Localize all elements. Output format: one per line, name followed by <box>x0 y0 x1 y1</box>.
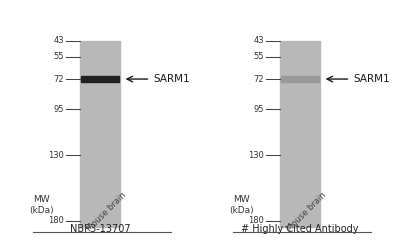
Text: 180: 180 <box>48 216 64 225</box>
Text: MW
(kDa): MW (kDa) <box>29 195 54 215</box>
Bar <box>81 76 119 82</box>
Text: 55: 55 <box>53 52 64 61</box>
Text: # Highly Cited Antibody: # Highly Cited Antibody <box>241 224 359 234</box>
Text: 72: 72 <box>53 75 64 84</box>
Text: 72: 72 <box>253 75 264 84</box>
Text: 95: 95 <box>253 105 264 114</box>
Text: 55: 55 <box>253 52 264 61</box>
Text: NBP3-13707: NBP3-13707 <box>70 224 130 234</box>
Text: SARM1: SARM1 <box>353 74 390 84</box>
Text: 130: 130 <box>48 151 64 160</box>
Text: 95: 95 <box>53 105 64 114</box>
Text: Mouse brain: Mouse brain <box>85 190 128 233</box>
Text: 43: 43 <box>253 36 264 46</box>
Text: MW
(kDa): MW (kDa) <box>229 195 254 215</box>
Bar <box>80 41 120 227</box>
Bar <box>280 41 320 227</box>
Bar <box>281 76 319 82</box>
Text: SARM1: SARM1 <box>153 74 190 84</box>
Text: Mouse brain: Mouse brain <box>285 190 328 233</box>
Text: 180: 180 <box>248 216 264 225</box>
Text: 43: 43 <box>53 36 64 46</box>
Text: 130: 130 <box>248 151 264 160</box>
